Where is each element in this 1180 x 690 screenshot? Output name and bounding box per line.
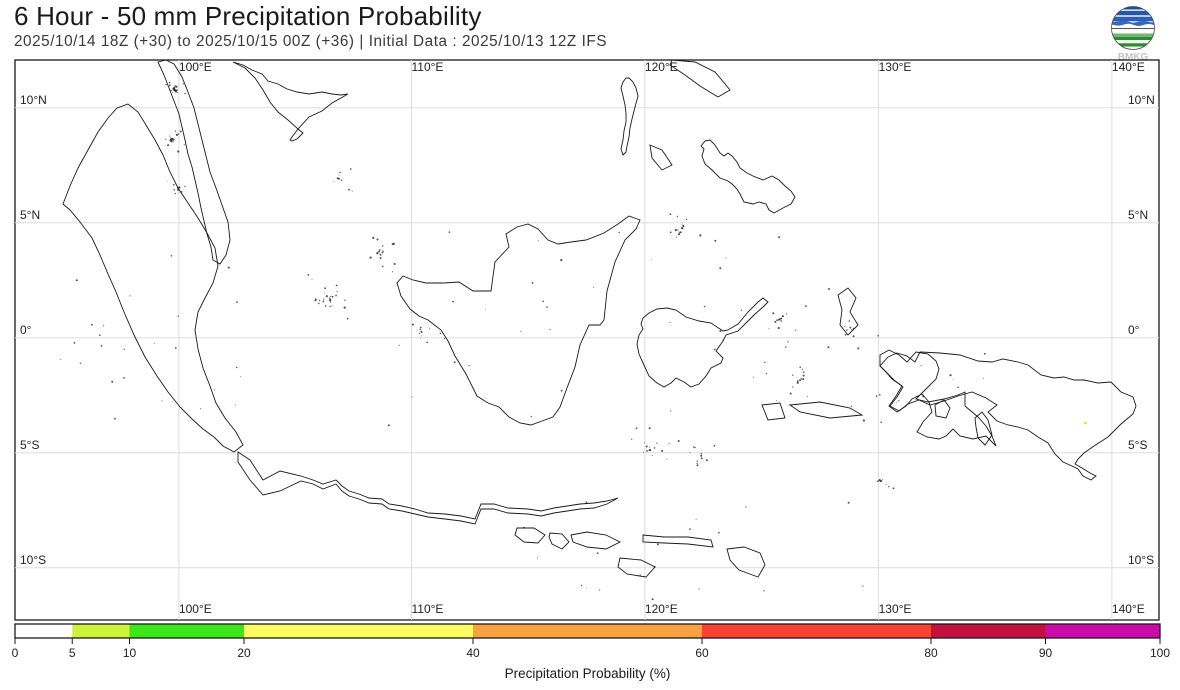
svg-text:60: 60	[695, 646, 709, 660]
svg-text:0: 0	[12, 646, 19, 660]
svg-text:20: 20	[237, 646, 251, 660]
svg-text:40: 40	[466, 646, 480, 660]
svg-text:5: 5	[69, 646, 76, 660]
svg-text:100: 100	[1150, 646, 1170, 660]
svg-text:Precipitation Probability (%): Precipitation Probability (%)	[505, 666, 671, 681]
svg-text:10: 10	[123, 646, 137, 660]
svg-text:80: 80	[924, 646, 938, 660]
svg-text:90: 90	[1039, 646, 1053, 660]
